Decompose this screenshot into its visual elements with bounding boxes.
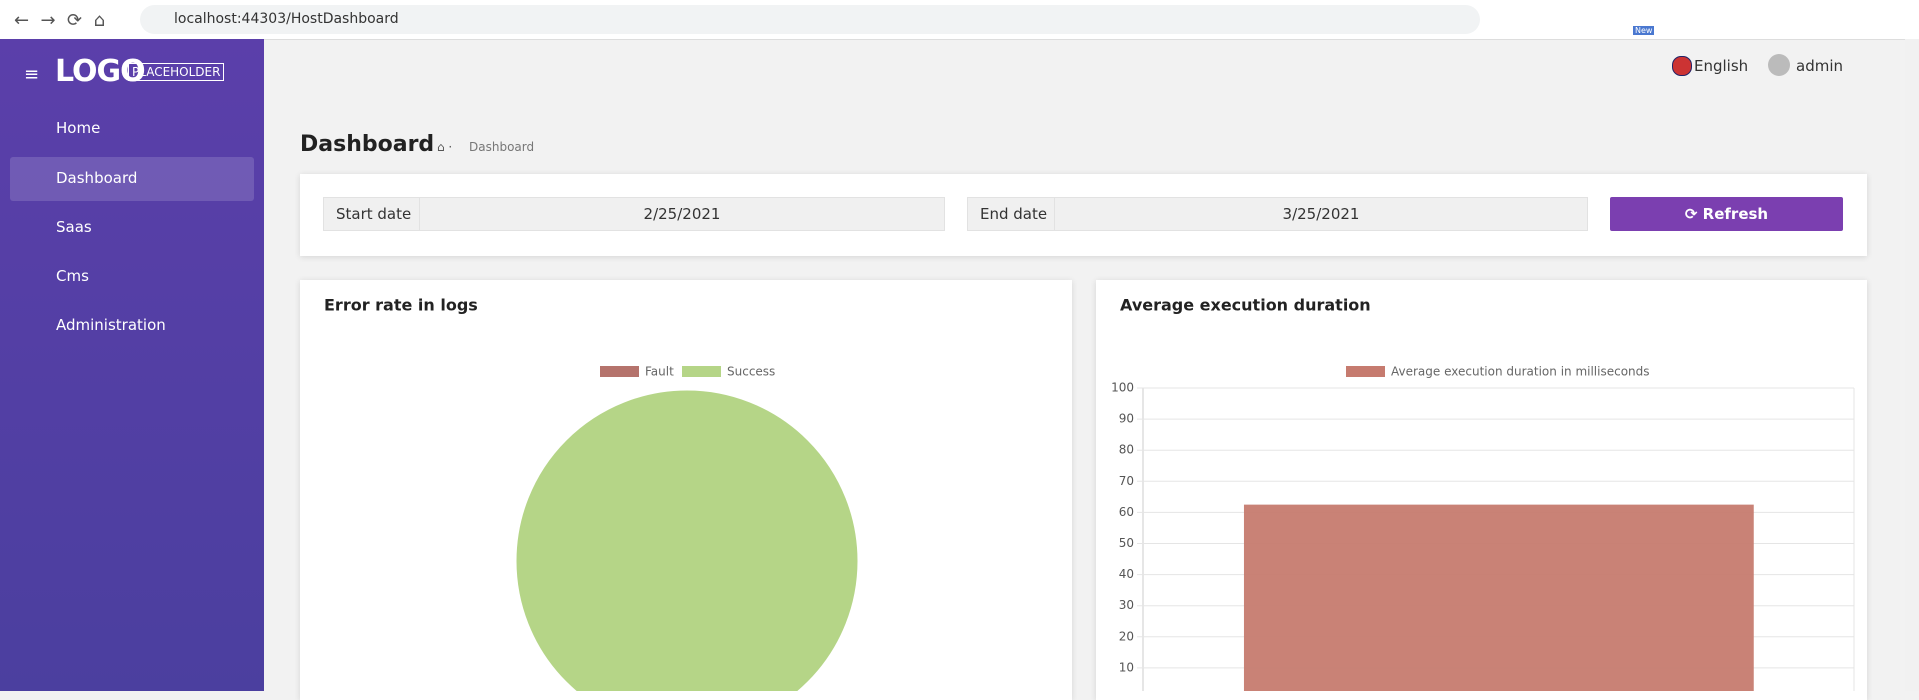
y-tick-label: 50 bbox=[1119, 536, 1134, 550]
legend-label: Fault bbox=[645, 365, 674, 379]
menu-item[interactable]: Cms bbox=[56, 267, 89, 285]
legend-swatch bbox=[1346, 366, 1385, 377]
menu-item[interactable]: Dashboard bbox=[56, 169, 138, 187]
y-tick-label: 40 bbox=[1119, 567, 1134, 581]
language[interactable]: English bbox=[1694, 57, 1749, 75]
y-tick-label: 60 bbox=[1119, 505, 1134, 519]
menu-toggle[interactable]: ≡ bbox=[24, 64, 40, 85]
logo: LOGO bbox=[55, 54, 146, 89]
sidebar: ≡ LOGO PLACEHOLDER Home Dashboard Saas C… bbox=[0, 39, 264, 691]
breadcrumb: Dashboard bbox=[469, 140, 535, 154]
logo-tag: PLACEHOLDER bbox=[128, 63, 225, 81]
legend-label: Success bbox=[727, 365, 775, 379]
legend-swatch bbox=[600, 366, 639, 377]
menu-item[interactable]: Home bbox=[56, 119, 101, 137]
flag-icon bbox=[1672, 56, 1692, 76]
start-input[interactable]: 2/25/2021 bbox=[419, 197, 945, 231]
y-tick-label: 90 bbox=[1119, 412, 1134, 426]
browser-bar: ← → ⟳ ⌂ localhost:44303/HostDashboard Ne… bbox=[0, 0, 1919, 40]
chart: Average execution duration Average execut… bbox=[1111, 296, 1855, 699]
address-bar[interactable] bbox=[140, 5, 1480, 34]
y-tick-label: 10 bbox=[1119, 660, 1134, 674]
end-input[interactable]: 3/25/2021 bbox=[1054, 197, 1588, 231]
y-tick-label: 80 bbox=[1119, 443, 1134, 457]
nav-buttons[interactable]: ← → ⟳ ⌂ bbox=[14, 10, 106, 31]
refresh-button[interactable]: ⟳ Refresh bbox=[1610, 197, 1843, 231]
url: localhost:44303/HostDashboard bbox=[174, 11, 399, 27]
pie-slice bbox=[515, 389, 859, 700]
chart-title: Average execution duration bbox=[1120, 296, 1371, 315]
chart: Error rate in logs Fault Success bbox=[324, 296, 859, 700]
y-tick-label: 30 bbox=[1119, 598, 1134, 612]
y-tick-label: 20 bbox=[1119, 629, 1134, 643]
y-tick-label: 100 bbox=[1111, 381, 1134, 395]
legend-label: Average execution duration in millisecon… bbox=[1391, 365, 1650, 379]
bar bbox=[1243, 504, 1754, 699]
breadcrumb-home[interactable]: ⌂ · bbox=[437, 140, 453, 154]
chart-title: Error rate in logs bbox=[324, 296, 478, 315]
active-item[interactable] bbox=[10, 157, 254, 201]
chart-card: Error rate in logs Fault Success bbox=[300, 280, 1072, 700]
avatar bbox=[1768, 54, 1790, 76]
button-label[interactable]: Refresh bbox=[1702, 205, 1769, 223]
chart-card: Average execution duration Average execut… bbox=[1096, 280, 1867, 700]
page-title: Dashboard bbox=[300, 132, 435, 157]
filter-card: Start date 2/25/2021 End date 3/25/2021 … bbox=[300, 174, 1867, 256]
end-label: End date bbox=[967, 197, 1061, 231]
scrollbar[interactable] bbox=[1905, 39, 1919, 691]
user[interactable]: admin bbox=[1796, 57, 1843, 75]
y-tick-label: 70 bbox=[1119, 474, 1134, 488]
start-label: Start date bbox=[323, 197, 431, 231]
extension-badge: New bbox=[1633, 26, 1655, 35]
menu-item[interactable]: Administration bbox=[56, 316, 166, 334]
menu-item[interactable]: Saas bbox=[56, 218, 92, 236]
legend-swatch bbox=[682, 366, 721, 377]
